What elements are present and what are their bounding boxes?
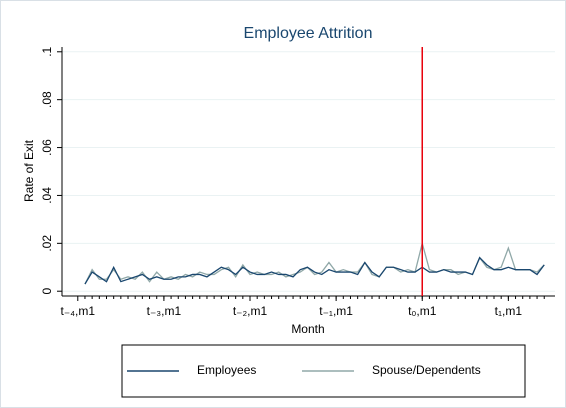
y-tick-label: .04 <box>40 187 54 204</box>
y-tick-label: .02 <box>40 235 54 252</box>
y-tick-label: 0 <box>40 288 54 295</box>
x-tick-label: t₋₄,m1 <box>60 304 95 318</box>
y-tick-label: .08 <box>40 91 54 108</box>
x-tick-label: t₋₁,m1 <box>319 304 353 318</box>
legend-label: Spouse/Dependents <box>372 363 481 377</box>
x-tick-label: t₋₃,m1 <box>147 304 182 318</box>
x-tick-label: t₋₂,m1 <box>233 304 268 318</box>
y-tick-label: .1 <box>40 46 54 56</box>
x-axis-label: Month <box>291 322 324 336</box>
chart-title: Employee Attrition <box>244 25 373 42</box>
series-line <box>84 256 545 285</box>
x-tick-label: t₀,m1 <box>408 304 437 318</box>
y-tick-label: .06 <box>40 139 54 156</box>
y-axis-label: Rate of Exit <box>22 139 36 202</box>
x-tick-label: t₁,m1 <box>495 304 523 318</box>
legend-label: Employees <box>197 363 256 377</box>
